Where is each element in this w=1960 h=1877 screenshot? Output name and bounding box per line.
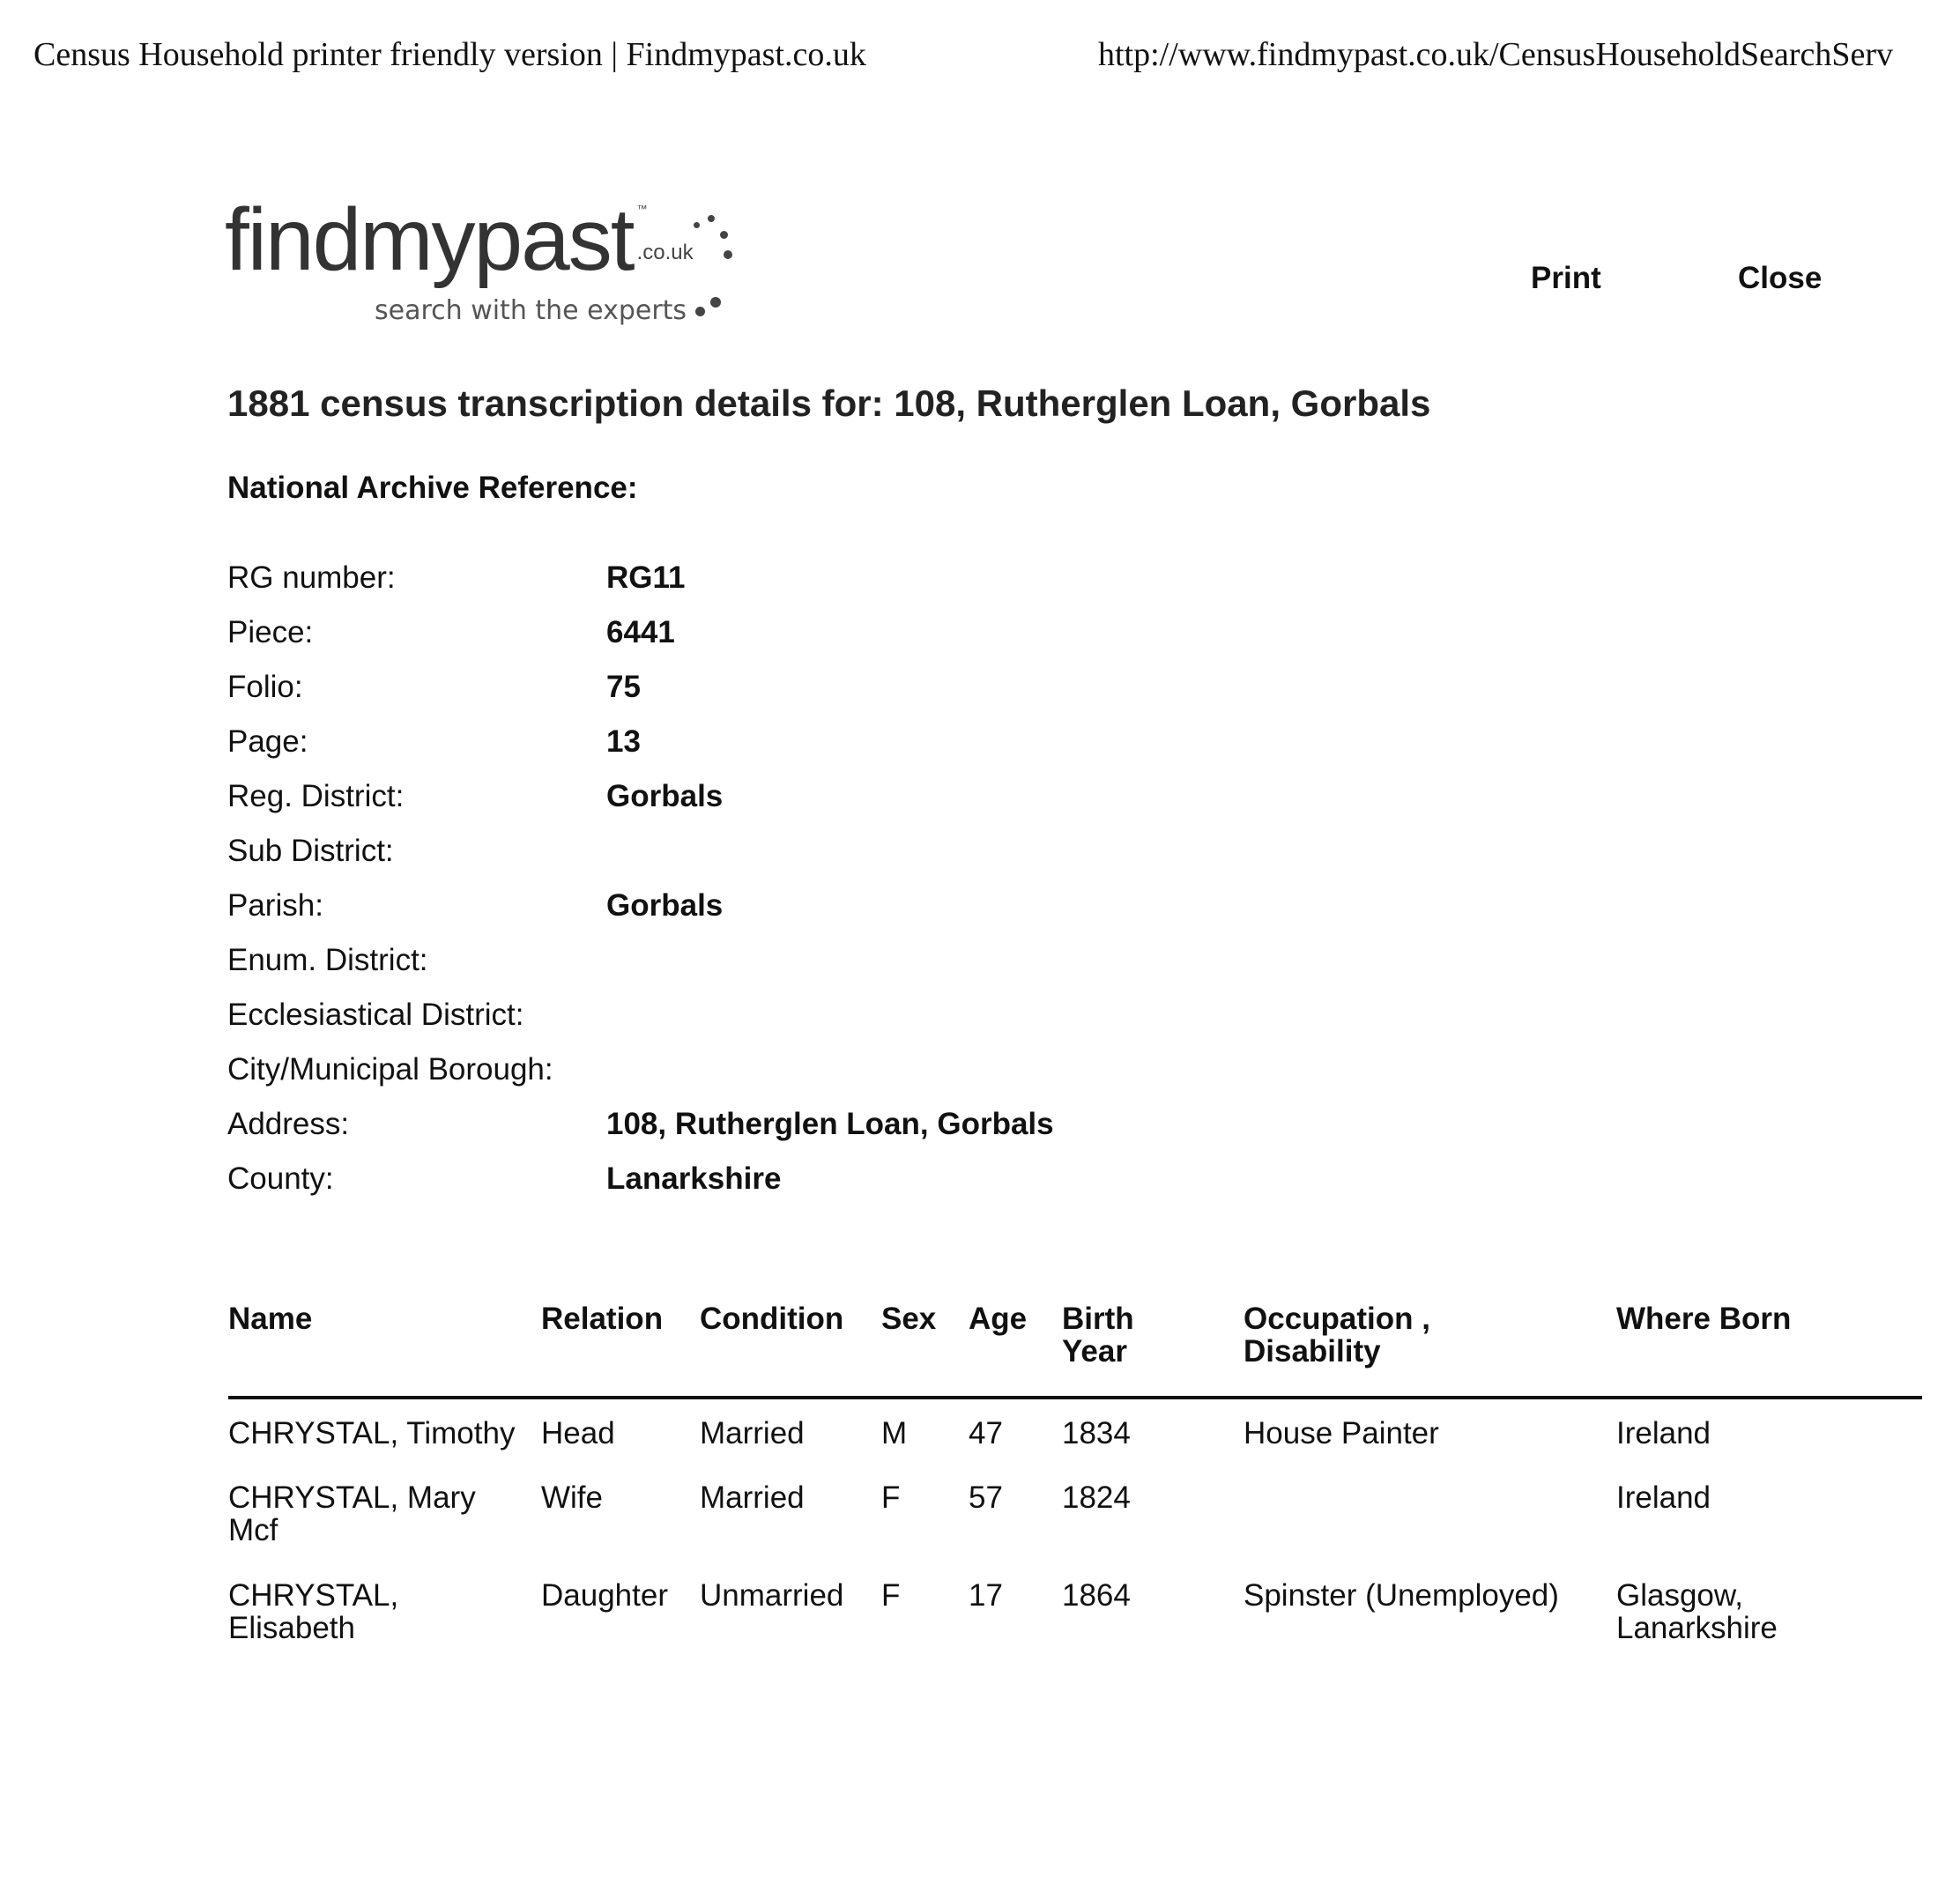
logo-tagline-row: search with the experts	[375, 295, 722, 326]
logo-dots	[693, 196, 738, 259]
column-header: Name	[228, 1302, 313, 1336]
logo-tm: ™	[636, 203, 648, 215]
logo-side: ™ .co.uk	[637, 196, 694, 264]
reference-value: 13	[606, 724, 641, 759]
logo-suffix: .co.uk	[636, 241, 694, 264]
reference-value: 75	[606, 670, 641, 704]
reference-label: RG number:	[227, 560, 396, 595]
table-cell: 1824	[1062, 1480, 1131, 1515]
table-cell: 1834	[1062, 1416, 1131, 1450]
reference-label: Ecclesiastical District:	[227, 998, 524, 1032]
reference-label: Piece:	[227, 615, 314, 649]
column-header: Relation	[541, 1302, 664, 1336]
column-header: Sex	[881, 1302, 937, 1336]
reference-label: Reg. District:	[227, 779, 405, 813]
findmypast-logo: findmypast ™ .co.uk search with the expe…	[225, 196, 738, 326]
table-cell: 17	[969, 1578, 1003, 1613]
table-cell: 57	[969, 1480, 1003, 1515]
column-header: Condition	[700, 1302, 844, 1336]
reference-value: Gorbals	[606, 779, 724, 813]
reference-label: Page:	[227, 724, 308, 759]
table-cell: House Painter	[1244, 1416, 1439, 1450]
reference-label: County:	[227, 1161, 334, 1196]
table-cell: Married	[700, 1416, 805, 1450]
reference-label: Sub District:	[227, 834, 394, 868]
table-cell: Ireland	[1616, 1416, 1711, 1450]
table-cell: M	[881, 1416, 908, 1450]
reference-heading: National Archive Reference:	[227, 471, 638, 505]
table-cell: Spinster (Unemployed)	[1244, 1578, 1559, 1613]
column-header: Where Born	[1616, 1302, 1792, 1336]
reference-label: Parish:	[227, 888, 323, 923]
table-cell: Glasgow, Lanarkshire	[1616, 1578, 1778, 1645]
table-cell: Married	[700, 1480, 805, 1515]
table-cell: Daughter	[541, 1578, 668, 1613]
close-button[interactable]: Close	[1738, 261, 1823, 295]
table-cell: F	[881, 1578, 901, 1613]
logo-wordmark: findmypast	[225, 190, 635, 289]
reference-value: Gorbals	[606, 888, 724, 923]
reference-label: Folio:	[227, 670, 303, 704]
table-cell: CHRYSTAL, Timothy	[228, 1416, 516, 1450]
reference-value: 108, Rutherglen Loan, Gorbals	[606, 1107, 1054, 1141]
table-header-divider	[228, 1396, 1922, 1399]
table-cell: 47	[969, 1416, 1003, 1450]
print-button[interactable]: Print	[1531, 261, 1601, 295]
reference-value: 6441	[606, 615, 675, 649]
table-cell: Head	[541, 1416, 615, 1450]
column-header: Birth Year	[1062, 1302, 1134, 1369]
table-cell: F	[881, 1480, 901, 1515]
reference-value: Lanarkshire	[606, 1161, 782, 1196]
logo-wordmark-row: findmypast ™ .co.uk	[225, 196, 738, 284]
table-cell: Ireland	[1616, 1480, 1711, 1515]
table-cell: CHRYSTAL, Elisabeth	[228, 1578, 399, 1645]
logo-tagline: search with the experts	[375, 295, 687, 326]
logo-dot	[723, 250, 732, 259]
table-cell: 1864	[1062, 1578, 1131, 1613]
reference-label: Enum. District:	[227, 943, 428, 977]
print-page-title: Census Household printer friendly versio…	[33, 36, 866, 73]
logo-dot	[707, 215, 715, 222]
print-page-url: http://www.findmypast.co.uk/CensusHouseh…	[1098, 36, 1894, 73]
table-cell: CHRYSTAL, Mary Mcf	[228, 1480, 476, 1547]
column-header: Occupation , Disability	[1244, 1302, 1430, 1369]
table-cell: Wife	[541, 1480, 603, 1515]
logo-dot	[719, 231, 728, 239]
logo-dot	[695, 306, 706, 316]
column-header: Age	[969, 1302, 1028, 1336]
reference-label: Address:	[227, 1107, 350, 1141]
reference-value: RG11	[606, 560, 686, 595]
page-title: 1881 census transcription details for: 1…	[227, 382, 1431, 424]
table-cell: Unmarried	[700, 1578, 844, 1613]
logo-dot	[710, 297, 722, 308]
reference-label: City/Municipal Borough:	[227, 1052, 553, 1087]
logo-dot	[693, 222, 700, 228]
